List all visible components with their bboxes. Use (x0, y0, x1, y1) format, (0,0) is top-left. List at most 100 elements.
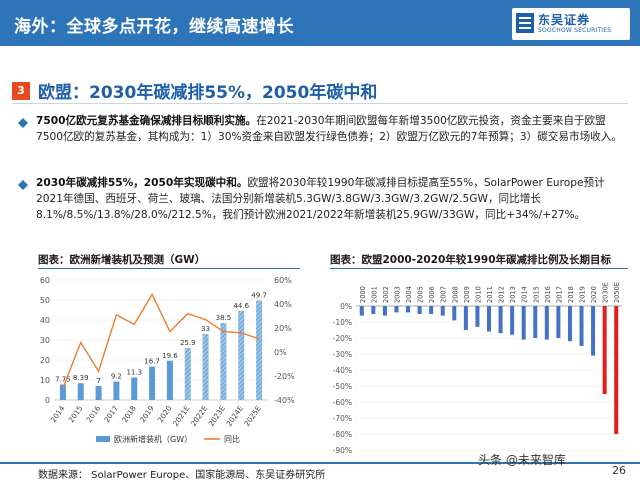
x-tick-label: 2014 (521, 286, 529, 303)
chart-emission-reduction: 0% -10% -20% -30% -40% -50% -60% -70% -80% -90% 20… (333, 282, 622, 455)
bar (463, 306, 468, 330)
x-tick-label: 2018 (120, 404, 138, 424)
bar (498, 306, 503, 334)
bar (510, 306, 515, 335)
bar (406, 306, 411, 313)
chart-installations: 0 10 20 30 40 50 60 -40% -20% 0% 20% 40% 60% 7.75 2014… (40, 276, 295, 444)
bar (429, 306, 434, 314)
page-title: 海外：全球多点开花，继续高速增长 (14, 17, 294, 37)
y-tick-label: 10 (40, 376, 50, 385)
bar (452, 306, 457, 321)
x-tick-label: 2010 (474, 286, 482, 303)
bullet-lead-2: 2030年碳减排55%，2050年实现碳中和。 (36, 177, 248, 189)
data-label: 7 (96, 377, 100, 385)
chart2-title: 图表：欧盟2000-2020年较1990年碳减排比例及长期目标 (330, 254, 612, 266)
bullet-text-1: 在2021-2030年期间欧盟每年新增3500亿欧元投资，资金主要来自于欧盟75… (36, 115, 622, 143)
data-label: 16.7 (144, 358, 160, 366)
bullet-paragraph-2: 2030年碳减排55%，2050年实现碳中和。欧盟将2030年较1990年碳减排… (36, 175, 626, 223)
bar (556, 306, 561, 338)
section-title: 欧盟：2030年碳减排55%，2050年碳中和 (38, 83, 378, 103)
bar (256, 300, 263, 400)
x-tick-label: 2017 (102, 404, 120, 424)
bar (544, 306, 549, 340)
x-tick-label: 2003 (393, 286, 401, 303)
x-tick-label: 2012 (498, 286, 506, 303)
bar (166, 360, 173, 400)
bar (220, 323, 227, 400)
x-tick-label: 2006 (428, 286, 436, 303)
y-tick-label: 0% (340, 302, 352, 311)
y-tick-label: -50% (333, 382, 352, 391)
x-tick-label: 2004 (405, 286, 413, 303)
x-tick-label: 2015 (67, 404, 85, 424)
bar (359, 306, 364, 316)
page-number: 26 (612, 464, 626, 477)
bullet-paragraph-1: 7500亿欧元复苏基金确保减排目标顺利实施。在2021-2030年期间欧盟每年新… (36, 113, 626, 145)
data-label: 38.5 (216, 314, 232, 322)
data-label: 25.9 (180, 339, 196, 347)
x-tick-label: 2015 (532, 286, 540, 303)
y-tick-label: -30% (333, 350, 352, 359)
y-tick-label: -40% (333, 366, 352, 375)
y-tick-label: -60% (333, 398, 352, 407)
data-label: 44.6 (233, 302, 249, 310)
y2-tick-label: 40% (274, 300, 292, 309)
legend-label-line: 同比 (224, 434, 240, 444)
x-tick-label: 2050E (613, 282, 621, 303)
x-tick-label: 2013 (509, 286, 517, 303)
legend-label-bar: 欧洲新增装机（GW） (114, 434, 192, 444)
bar (113, 381, 120, 400)
x-tick-label: 2000 (359, 286, 367, 303)
bar (533, 306, 538, 338)
x-tick-label: 2017 (555, 286, 563, 303)
bar (417, 306, 422, 314)
logo-icon (516, 13, 534, 33)
y-tick-label: 50 (40, 296, 50, 305)
y2-tick-label: 60% (274, 276, 292, 285)
y-tick-label: -80% (333, 430, 352, 439)
x-tick-label: 2005 (417, 286, 425, 303)
section-divider (12, 103, 628, 104)
bar (475, 306, 480, 327)
x-tick-label: 2014 (49, 404, 67, 424)
x-tick-label: 2018 (567, 286, 575, 303)
chart1-title-rule (38, 268, 300, 269)
bar (371, 306, 376, 314)
bullet-lead-1: 7500亿欧元复苏基金确保减排目标顺利实施。 (36, 115, 257, 127)
bar (614, 306, 619, 434)
y2-tick-label: -20% (274, 372, 295, 381)
legend-swatch-bar (96, 436, 110, 442)
data-source-note: 数据来源： SolarPower Europe、国家能源局、东吴证券研究所 (38, 470, 326, 481)
x-tick-label: 2016 (84, 404, 102, 424)
x-tick-label: 2009 (463, 286, 471, 303)
x-tick-label: 2030E (602, 282, 610, 303)
bar (238, 310, 245, 400)
data-label: 19.6 (162, 352, 178, 360)
bar (95, 386, 102, 400)
bar (202, 334, 209, 400)
x-tick-label: 2023E (207, 404, 228, 428)
x-tick-label: 2025E (242, 404, 263, 428)
data-label: 9.2 (111, 373, 122, 381)
y-tick-label: 40 (40, 316, 50, 325)
x-tick-label: 2008 (451, 286, 459, 303)
bar (487, 306, 491, 332)
x-tick-label: 2022E (189, 404, 210, 428)
logo-text-cn: 东吴证券 (538, 13, 591, 27)
section-number: 3 (12, 82, 30, 100)
x-tick-label: 2001 (370, 286, 378, 303)
bullet-text-2: 欧盟将2030年较1990年碳减排目标提高至55%，SolarPower Eur… (36, 177, 605, 221)
y2-tick-label: -40% (274, 396, 295, 405)
header-bar: 海外：全球多点开花，继续高速增长 东吴证券 SOOCHOW SECURITIES (0, 0, 640, 46)
y-tick-label: -90% (333, 446, 352, 455)
bar (602, 306, 607, 394)
data-label: 8.39 (73, 374, 89, 382)
chart2-title-rule (330, 268, 628, 269)
x-tick-label: 2020 (590, 286, 598, 303)
bar (521, 306, 526, 340)
data-label: 11.3 (126, 368, 142, 376)
x-tick-label: 2019 (138, 404, 156, 424)
x-tick-label: 2019 (579, 286, 587, 303)
x-tick-label: 2016 (544, 286, 552, 303)
footer-divider (0, 462, 640, 464)
